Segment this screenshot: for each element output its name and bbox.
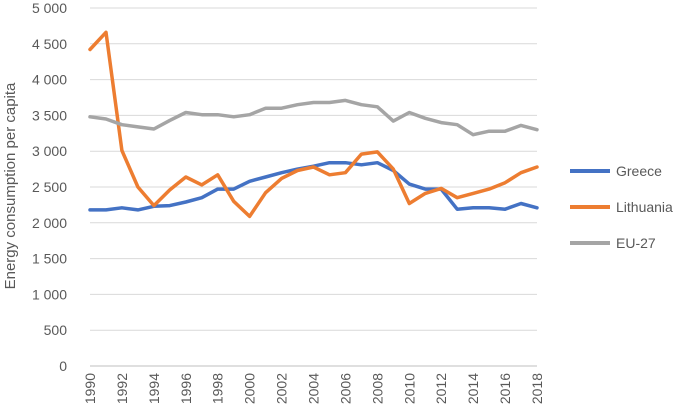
legend-label-lithuania: Lithuania (616, 199, 673, 215)
legend-label-eu-27: EU-27 (616, 235, 656, 251)
y-tick-label: 500 (44, 322, 68, 338)
y-tick-label: 1 000 (32, 286, 67, 302)
x-tick-label: 2004 (306, 373, 322, 404)
x-tick-label: 1992 (114, 373, 130, 404)
x-tick-label: 2000 (242, 373, 258, 404)
x-tick-label: 2008 (369, 373, 385, 404)
x-axis-tick-labels: 1990 1992 1994 1996 1998 2000 2002 2004 2006 2008… (82, 373, 545, 404)
y-tick-label: 5 000 (32, 0, 67, 16)
legend-label-greece: Greece (616, 163, 662, 179)
x-tick-label: 1994 (146, 373, 162, 404)
y-tick-label: 2 500 (32, 179, 67, 195)
x-tick-label: 2010 (401, 373, 417, 404)
x-tick-label: 2002 (274, 373, 290, 404)
y-axis-tick-labels: 0 500 1 000 1 500 2 000 2 500 3 000 3 500 4 000 4… (32, 0, 67, 374)
y-tick-label: 1 500 (32, 251, 67, 267)
x-tick-label: 2006 (337, 373, 353, 404)
y-tick-label: 3 500 (32, 107, 67, 123)
y-tick-label: 2 000 (32, 215, 67, 231)
y-tick-label: 4 500 (32, 36, 67, 52)
x-tick-label: 2018 (529, 373, 545, 404)
series-lines (88, 30, 539, 219)
x-tick-label: 1990 (82, 373, 98, 404)
gridlines (90, 7, 537, 367)
series-line-lithuania (88, 30, 539, 219)
x-tick-label: 1998 (210, 373, 226, 404)
series-line-eu-27 (88, 98, 539, 137)
y-tick-label: 0 (59, 358, 67, 374)
x-tick-label: 2016 (497, 373, 513, 404)
y-tick-label: 3 000 (32, 143, 67, 159)
legend: Greece Lithuania EU-27 (570, 163, 673, 251)
x-tick-label: 2014 (465, 373, 481, 404)
x-tick-label: 2012 (433, 373, 449, 404)
y-axis-label: Energy consumption per capita (2, 82, 19, 289)
x-tick-label: 1996 (178, 373, 194, 404)
y-tick-label: 4 000 (32, 72, 67, 88)
